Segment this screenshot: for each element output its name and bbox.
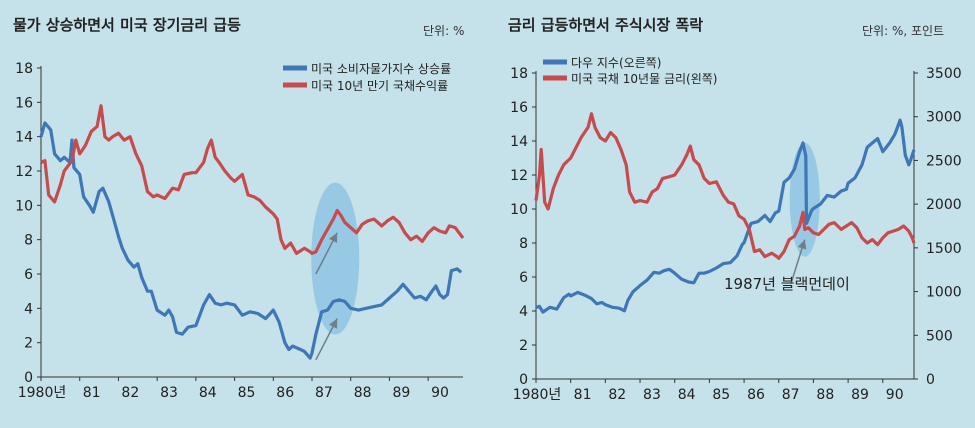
left-y-tick-label: 18 <box>15 61 33 77</box>
left-legend-label: 미국 소비자물가지수 상승률 <box>311 62 451 76</box>
left-y-tick-label: 12 <box>15 164 33 180</box>
left-x-tick-label: 89 <box>392 385 410 401</box>
right-right-y-tick-label: 1000 <box>926 285 962 301</box>
right-x-tick-label: 83 <box>643 387 661 403</box>
right-right-y-tick-label: 0 <box>926 372 935 388</box>
left-legend-label: 미국 10년 만기 국채수익률 <box>311 79 448 93</box>
left-y-tick-label: 16 <box>15 95 33 111</box>
right-chart-title: 금리 급등하면서 주식시장 폭락 <box>508 16 704 34</box>
right-x-tick-label: 89 <box>851 387 869 403</box>
black-monday-label: 1987년 블랙먼데이 <box>724 275 850 293</box>
right-left-y-tick-label: 2 <box>519 338 528 354</box>
right-arrow-head <box>797 239 807 250</box>
left-x-tick-label: 83 <box>160 385 178 401</box>
right-x-tick-label: 82 <box>608 387 626 403</box>
right-left-y-tick-label: 4 <box>519 304 528 320</box>
right-left-y-tick-label: 0 <box>519 372 528 388</box>
right-legend-label: 다우 지수(오른쪽) <box>571 56 661 70</box>
right-x-tick-label: 1980년 <box>513 387 562 403</box>
left-x-tick-label: 1980년 <box>18 385 67 401</box>
dow-index-series-line <box>535 118 916 314</box>
left-x-tick-label: 87 <box>315 385 333 401</box>
left-x-tick-label: 82 <box>121 385 139 401</box>
right-chart-unit: 단위: %, 포인트 <box>862 24 945 38</box>
right-right-y-tick-label: 3500 <box>926 66 962 82</box>
right-left-y-tick-label: 10 <box>510 202 528 218</box>
right-legend-label: 미국 국채 10년물 금리(왼쪽) <box>571 72 717 86</box>
left-arrow-head <box>329 318 338 329</box>
right-right-y-tick-label: 500 <box>926 328 953 344</box>
left-x-tick-label: 81 <box>83 385 101 401</box>
right-left-y-tick-label: 6 <box>519 270 528 286</box>
treasury-yield-series-line <box>40 104 465 255</box>
right-left-y-tick-label: 8 <box>519 236 528 252</box>
right-left-y-tick-label: 12 <box>510 168 528 184</box>
right-x-tick-label: 86 <box>747 387 765 403</box>
cpi-series-line <box>39 121 463 360</box>
left-highlight-ellipse <box>311 182 360 335</box>
left-x-tick-label: 88 <box>354 385 372 401</box>
right-x-tick-label: 84 <box>678 387 696 403</box>
left-x-tick-label: 85 <box>238 385 256 401</box>
left-y-tick-label: 4 <box>24 301 33 317</box>
right-x-tick-label: 90 <box>886 387 904 403</box>
right-x-tick-label: 88 <box>816 387 834 403</box>
right-right-y-tick-label: 3000 <box>926 110 962 126</box>
left-y-tick-label: 6 <box>24 267 33 283</box>
left-y-tick-label: 2 <box>24 336 33 352</box>
right-x-tick-label: 87 <box>782 387 800 403</box>
right-left-y-tick-label: 14 <box>510 134 528 150</box>
right-left-y-tick-label: 18 <box>510 66 528 82</box>
left-chart-title: 물가 상승하면서 미국 장기금리 급등 <box>13 16 241 34</box>
right-right-y-tick-label: 1500 <box>926 241 962 257</box>
left-y-tick-label: 10 <box>15 198 33 214</box>
right-left-y-tick-label: 16 <box>510 100 528 116</box>
right-x-tick-label: 81 <box>574 387 592 403</box>
left-x-tick-label: 86 <box>276 385 294 401</box>
right-right-y-tick-label: 2000 <box>926 197 962 213</box>
left-y-tick-label: 8 <box>24 233 33 249</box>
treasury-10y-series-line <box>534 112 916 260</box>
left-y-tick-label: 14 <box>15 130 33 146</box>
left-x-tick-label: 90 <box>431 385 449 401</box>
right-x-tick-label: 85 <box>712 387 730 403</box>
left-chart-unit: 단위: % <box>423 24 465 38</box>
right-right-y-tick-label: 2500 <box>926 153 962 169</box>
left-arrow-head <box>329 232 338 243</box>
left-x-tick-label: 84 <box>199 385 217 401</box>
left-y-tick-label: 0 <box>24 370 33 386</box>
